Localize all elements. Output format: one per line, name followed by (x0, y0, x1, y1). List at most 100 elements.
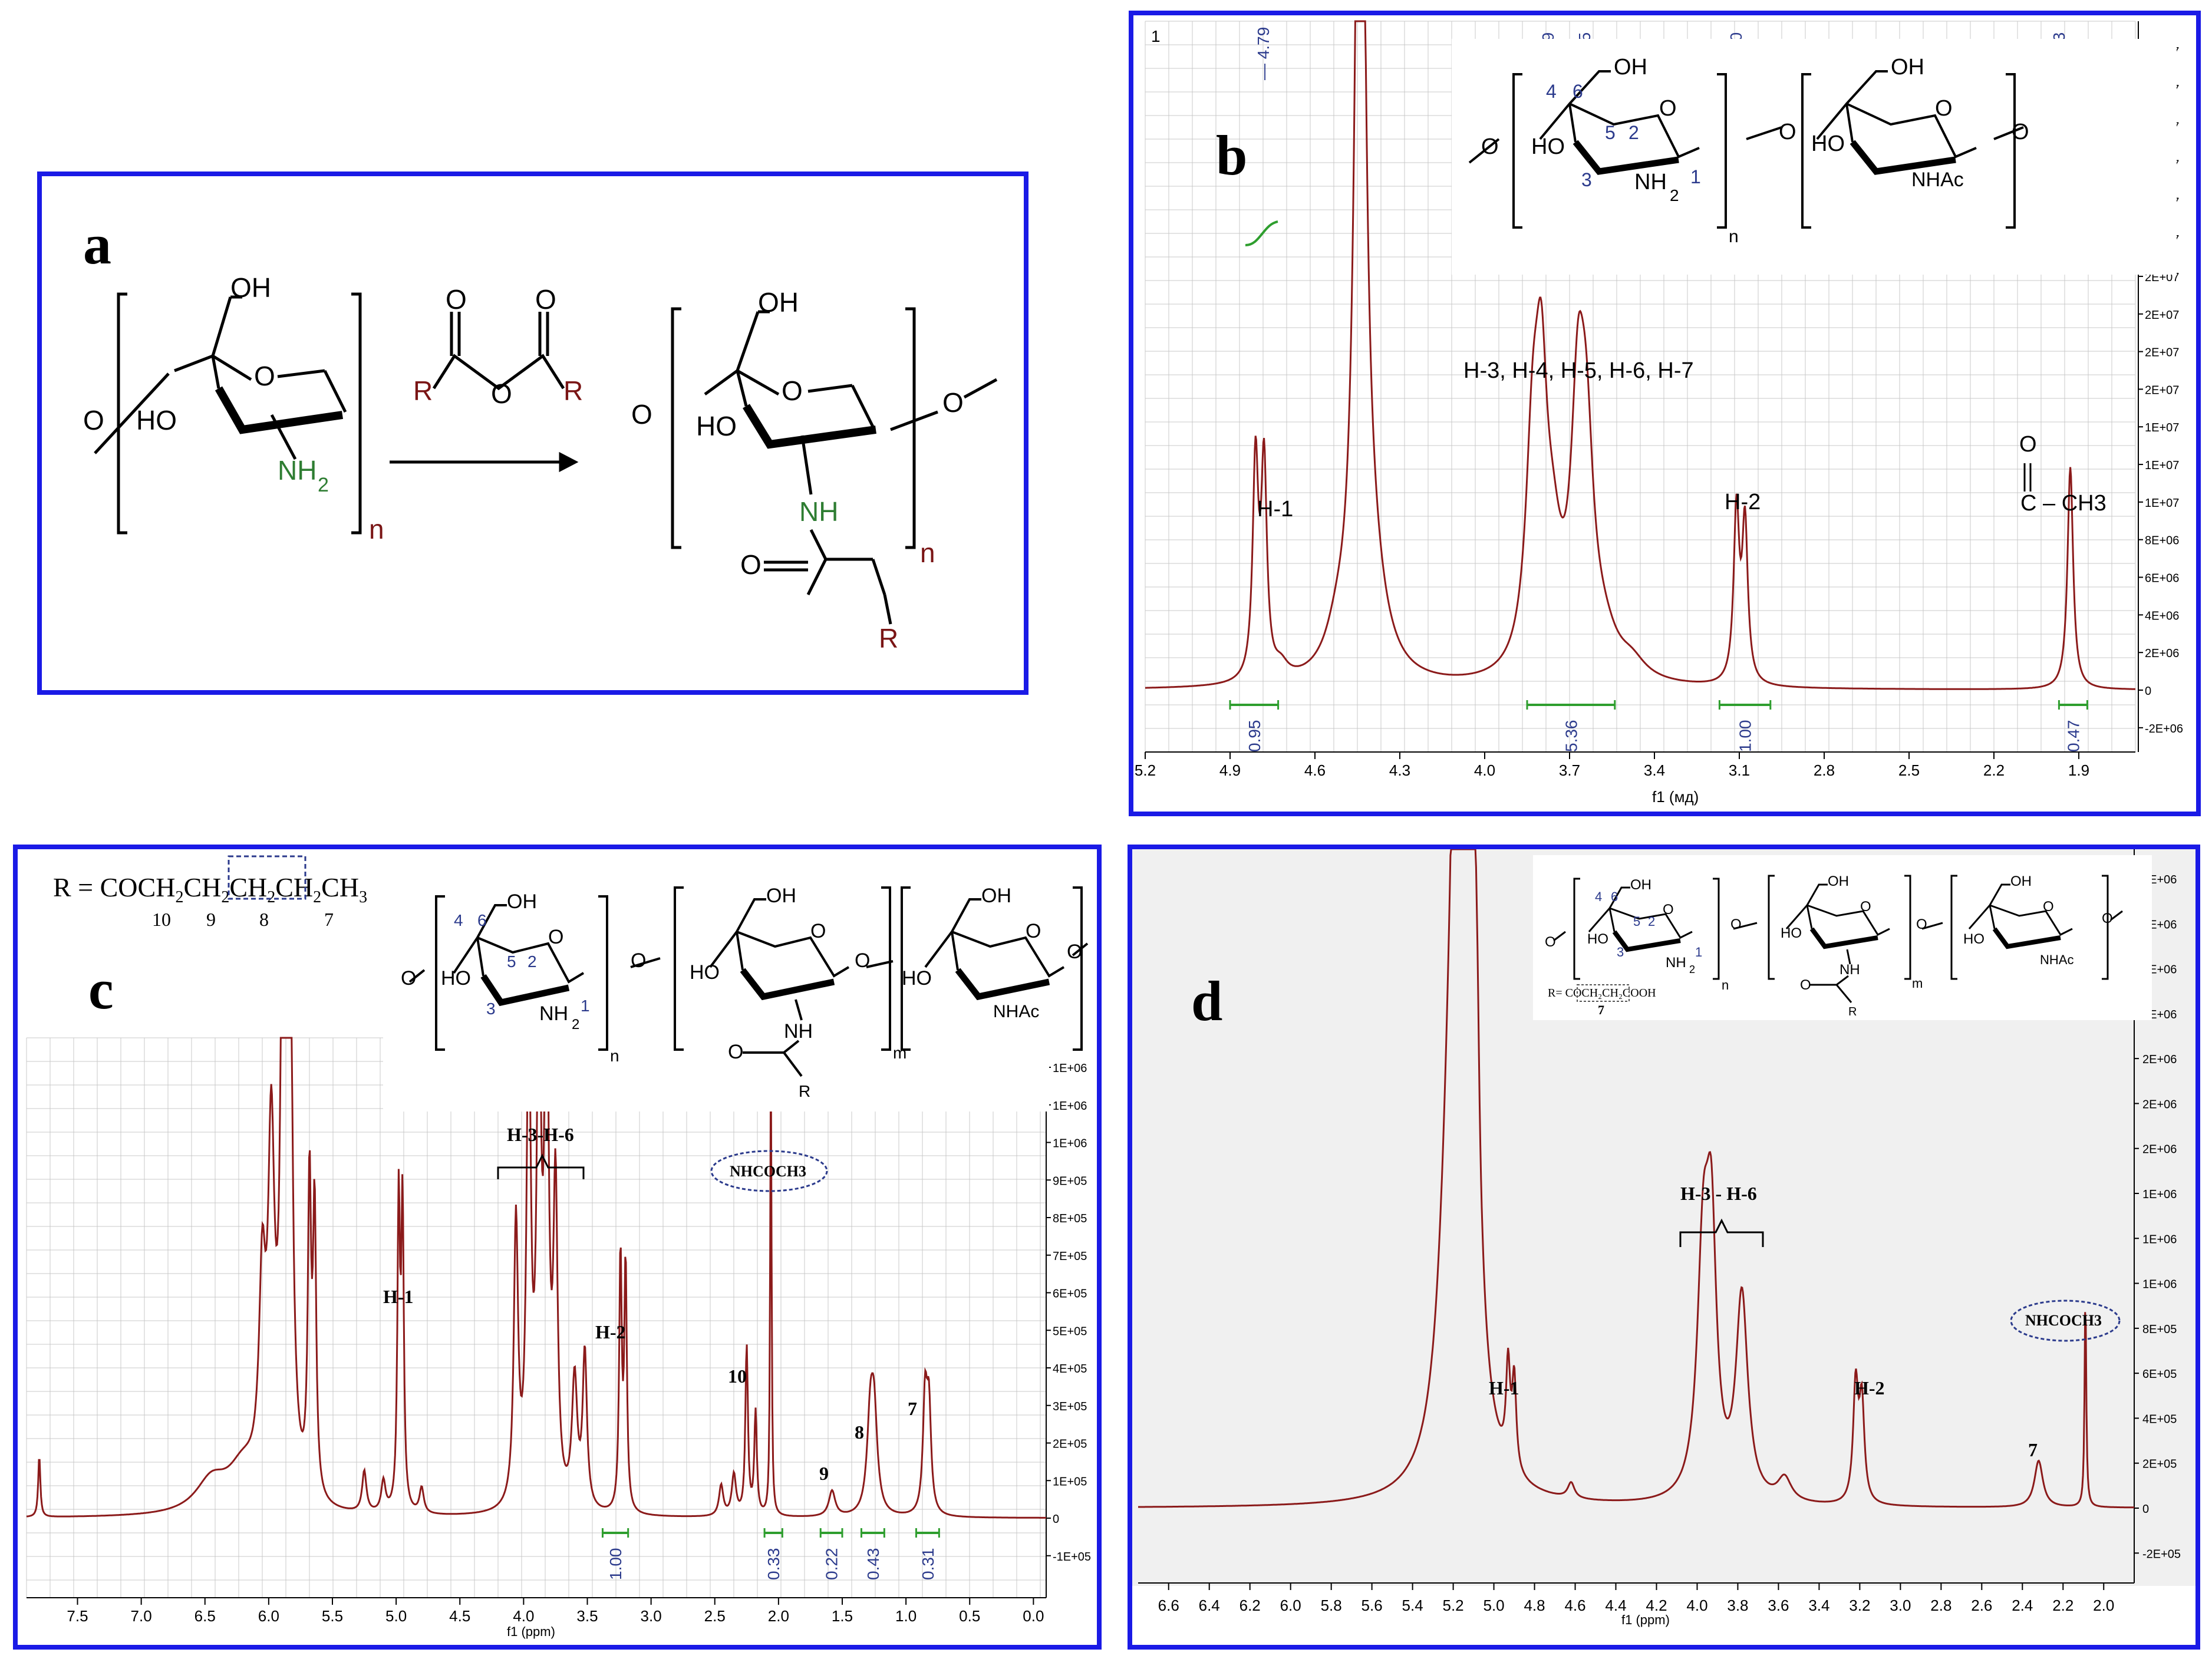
c-struct-ho2: HO (690, 961, 720, 984)
d-struct-m: m (1912, 976, 1923, 991)
y-tick-label: 9E+05 (1053, 1175, 1087, 1188)
c-label-7: 7 (908, 1398, 917, 1419)
x-tick-label: 2.0 (2093, 1597, 2114, 1614)
product-carbonyl-o: O (740, 549, 761, 580)
d-r-num: 7 (1598, 1002, 1604, 1017)
x-tick-label: 4.5 (449, 1607, 470, 1625)
nmr-spectrum-d: 6.6 6.4 6.2 6.0 5.8 5.6 5.4 5.2 5.0 4.8 4.6 4.4 4.2 4… (1132, 849, 2195, 1627)
b-struct-num1: 1 (1690, 166, 1701, 187)
c-r-num9: 9 (206, 909, 216, 930)
integral-value: 0.22 (823, 1548, 841, 1581)
d-struct-nh2: NH (1666, 955, 1686, 971)
b-struct-oh2: OH (1891, 55, 1924, 80)
y-tick-label: 0 (2145, 685, 2151, 698)
c-struct-nh: NH (784, 1020, 813, 1043)
x-tick-label: 4.0 (1474, 761, 1495, 779)
b-struct-ring-o2: O (1935, 96, 1953, 121)
c-x-axis-title: f1 (ppm) (507, 1624, 555, 1639)
d-struct-num1: 1 (1695, 945, 1702, 959)
panel-b: 5.24.94.64.34.03.73.43.12.82.52.21.93E+0… (1129, 11, 2201, 816)
nmr-spectrum-c: 7.5 7.0 6.5 6.0 5.5 5.0 4.5 4.0 3.5 3.0 2.5 2.0 1.5 1… (26, 855, 1091, 1639)
b-struct-n: n (1729, 227, 1739, 246)
x-tick-label: 2.5 (1898, 761, 1920, 779)
y-tick-label: -2E+06 (2145, 723, 2183, 735)
x-tick-label: 1.5 (832, 1607, 853, 1625)
d-label-h2: H-2 (1854, 1377, 1885, 1399)
integral-value: 0.31 (919, 1548, 937, 1581)
x-tick-label: 5.0 (1483, 1597, 1504, 1614)
c-struct-nh2: NH (539, 1002, 568, 1025)
b-struct-nh2-sub: 2 (1670, 186, 1679, 205)
b-struct-num3: 3 (1581, 169, 1592, 190)
x-tick-label: 2.2 (2052, 1597, 2073, 1614)
y-tick-label: 1E+07 (2145, 497, 2179, 510)
d-struct-num3: 3 (1617, 945, 1624, 959)
y-tick-label: 4E+06 (2145, 609, 2179, 622)
anhydride-o2: O (535, 284, 556, 315)
d-h3-brace (1679, 1218, 1764, 1247)
y-tick-label: 2E+06 (2142, 1098, 2177, 1111)
c-struct-carbonyl-o: O (728, 1041, 743, 1063)
c-struct-num6: 6 (477, 911, 487, 929)
c-struct-r: R (799, 1082, 810, 1100)
chitosan-structure-d (1553, 875, 2123, 1003)
x-tick-label: 2.5 (704, 1607, 726, 1625)
integral-value: 0.43 (864, 1548, 882, 1581)
b-struct-start-o: O (1481, 134, 1499, 159)
c-label-nhcoch3: NHCOCH3 (730, 1163, 806, 1180)
integral-value: 5.36 (1562, 720, 1580, 753)
c-struct-end-o: O (1067, 941, 1082, 963)
y-tick-label: 4E+05 (1053, 1363, 1087, 1376)
b-struct-ho1: HO (1531, 134, 1565, 159)
reactant-n: n (369, 514, 384, 545)
spectrum-line (1145, 20, 2135, 690)
x-tick-label: 3.0 (641, 1607, 662, 1625)
y-tick-label: 6E+06 (2145, 572, 2179, 585)
reactant-ring-o: O (254, 361, 275, 391)
ruler-top-left: 1 (1151, 27, 1161, 45)
x-tick-label: 4.4 (1605, 1597, 1626, 1614)
b-struct-num4: 4 (1546, 81, 1557, 102)
product-ho: HO (696, 411, 737, 441)
c-struct-ring-o1: O (548, 926, 563, 948)
x-tick-label: 1.0 (895, 1607, 917, 1625)
d-struct-carbonyl-o: O (1800, 977, 1811, 993)
c-struct-nh2-sub: 2 (572, 1017, 579, 1033)
c-struct-oh3: OH (981, 885, 1011, 907)
b-struct-num2: 2 (1628, 122, 1639, 143)
integral-value: 0.95 (1245, 720, 1264, 753)
y-tick-label: 6E+05 (1053, 1288, 1087, 1301)
anhydride-r1: R (413, 375, 433, 406)
c-struct-link-o2: O (855, 949, 870, 972)
anhydride-o1: O (446, 284, 467, 315)
x-tick-label: 3.2 (1849, 1597, 1870, 1614)
y-tick-label: 2E+06 (2142, 1053, 2177, 1066)
d-struct-ring-o1: O (1663, 902, 1674, 918)
x-tick-label: 4.0 (513, 1607, 534, 1625)
product-r: R (879, 623, 898, 654)
d-r-formula: R= COCH₂CH₂COOH (1548, 987, 1656, 1000)
d-struct-oh3: OH (2010, 873, 2032, 889)
panel-d: 6.6 6.4 6.2 6.0 5.8 5.6 5.4 5.2 5.0 4.8 4.6 4.4 4.2 4… (1128, 845, 2200, 1650)
d-struct-link-o2: O (1916, 916, 1927, 932)
c-r-formula: R = COCH2CH2CH2CH2CH3 (53, 872, 367, 906)
d-struct-nhac: NHAc (2040, 952, 2073, 967)
b-label-h3: H-3, H-4, H-5, H-6, H-7 (1463, 358, 1694, 383)
x-tick-label: 4.9 (1219, 761, 1241, 779)
b-struct-link-o: O (1779, 120, 1796, 144)
integral-value: 0.47 (2064, 720, 2082, 753)
x-tick-label: 3.8 (1727, 1597, 1748, 1614)
y-tick-label: 8E+05 (2142, 1323, 2177, 1336)
x-tick-label: 2.6 (1971, 1597, 1992, 1614)
reactant-ho: HO (136, 405, 177, 436)
d-label-nhcoch3: NHCOCH3 (2025, 1312, 2102, 1329)
integral-value: 0.33 (764, 1548, 783, 1581)
c-label-10: 10 (728, 1366, 747, 1387)
d-struct-ring-o3: O (2043, 899, 2054, 915)
c-struct-ho3: HO (902, 967, 932, 990)
x-tick-label: 2.8 (1814, 761, 1835, 779)
product-n: n (920, 537, 935, 568)
x-tick-label: 5.5 (322, 1607, 343, 1625)
b-label-h2: H-2 (1725, 490, 1761, 514)
product-nh: NH (799, 496, 838, 527)
